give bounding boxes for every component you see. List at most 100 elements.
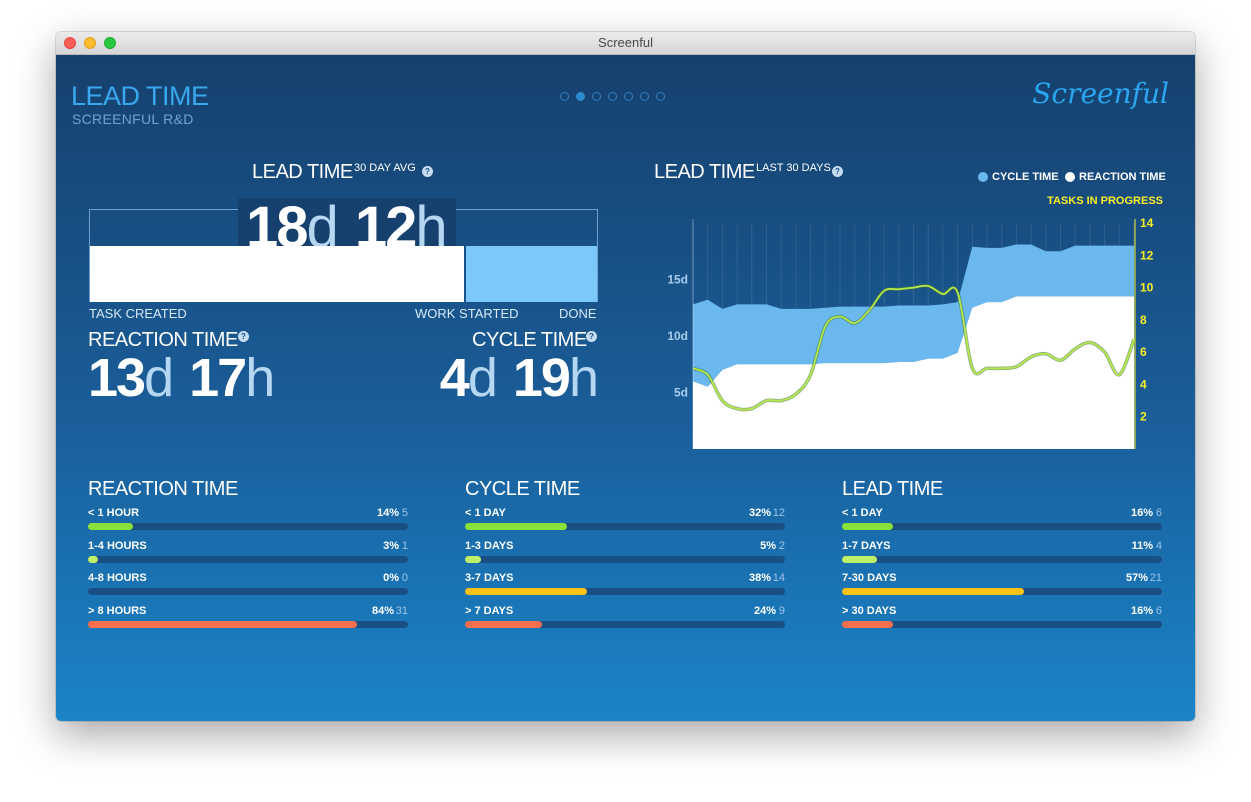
page-dot-1[interactable] xyxy=(560,92,569,101)
reaction-time-label: REACTION TIME xyxy=(88,329,238,351)
cycle-time-bar xyxy=(466,246,597,302)
distribution-title: CYCLE TIME xyxy=(465,478,580,500)
distribution-row-percent: 0% xyxy=(383,572,399,585)
y-right-tick-label: 14 xyxy=(1140,216,1154,230)
chart-help-icon[interactable]: ? xyxy=(832,166,843,177)
distribution-bar-fill xyxy=(842,588,1025,596)
cycle-time-hours: 19 xyxy=(512,348,571,408)
distribution-row-percent: 24% xyxy=(753,604,776,617)
distribution-row: < 1 HOUR 14% 5 xyxy=(88,507,408,539)
distribution-row-percent: 16% xyxy=(1130,507,1153,519)
distribution-bar-fill xyxy=(465,555,481,563)
distribution-row-percent: 5% xyxy=(760,539,776,552)
distribution-title: LEAD TIME xyxy=(842,478,943,500)
reaction-time-help-icon[interactable]: ? xyxy=(238,331,249,342)
window-title: Screenful xyxy=(598,35,653,50)
distribution-row-label: 3-7 DAYS xyxy=(465,572,514,585)
distribution-row-count: 4 xyxy=(1155,539,1162,552)
distribution-row-label: 4-8 HOURS xyxy=(88,572,147,585)
distribution-bar-fill xyxy=(465,588,587,596)
distribution-bar-track xyxy=(465,620,785,628)
distribution-bar-fill xyxy=(88,620,357,628)
y-left-tick-label: 10d xyxy=(667,329,688,343)
title-bar: Screenful xyxy=(56,32,1195,55)
distribution-bar-track xyxy=(88,620,408,628)
reaction-time-bar xyxy=(90,246,464,302)
minimize-window-button[interactable] xyxy=(84,37,96,49)
distribution-row-percent: 84% xyxy=(371,604,394,617)
distribution-row-count: 0 xyxy=(401,572,408,585)
distribution-bar-fill xyxy=(842,523,894,530)
distribution-bar-track xyxy=(842,620,1162,628)
y-right-tick-label: 12 xyxy=(1140,248,1154,262)
maximize-window-button[interactable] xyxy=(104,37,116,49)
distribution-row-percent: 38% xyxy=(748,572,771,585)
y-left-tick-label: 5d xyxy=(674,386,688,400)
page-dot-3[interactable] xyxy=(592,92,601,101)
distribution-row: < 1 DAY 32% 12 xyxy=(465,507,785,539)
lead-time-chart: 5d10d15d2468101214Apr 24May 1May 8May 15… xyxy=(667,216,1154,449)
y-right-tick-label: 8 xyxy=(1140,313,1147,327)
distribution-row-count: 31 xyxy=(395,604,408,617)
page-dot-5[interactable] xyxy=(624,92,633,101)
distribution-row-percent: 32% xyxy=(748,507,771,519)
distribution-row: 3-7 DAYS 38% 14 xyxy=(465,572,785,604)
distribution-bar-track xyxy=(465,523,785,530)
cycle-time-help-icon[interactable]: ? xyxy=(586,331,597,342)
distribution-row: 1-7 DAYS 11% 4 xyxy=(842,540,1162,572)
distribution-row-percent: 57% xyxy=(1125,572,1148,585)
page-dot-6[interactable] xyxy=(640,92,649,101)
legend-item-cycle-time: CYCLE TIME xyxy=(978,171,1059,183)
distribution-row-percent: 16% xyxy=(1130,604,1153,617)
distribution-row-count: 1 xyxy=(401,539,408,552)
distribution-row-count: 12 xyxy=(772,507,785,519)
distribution-bar-track xyxy=(465,588,785,596)
legend-swatch-reaction-time xyxy=(1065,172,1075,182)
distribution-bar-track xyxy=(842,523,1162,530)
reaction-time-area xyxy=(693,296,1134,449)
distribution-row-percent: 3% xyxy=(383,539,399,552)
distribution-row-count: 9 xyxy=(778,604,785,617)
page-dot-2[interactable] xyxy=(576,92,585,101)
distribution-bar-track xyxy=(465,555,785,563)
page-dot-7[interactable] xyxy=(656,92,665,101)
cycle-time-hour-unit: h xyxy=(568,348,599,408)
distribution-bar-track xyxy=(88,555,408,563)
tasks-in-progress-axis-label: TASKS IN PROGRESS xyxy=(1047,195,1163,207)
app-window: Screenful LEAD TIME SCREENFUL R&D Screen… xyxy=(56,32,1195,721)
distribution-row-label: > 8 HOURS xyxy=(88,604,147,617)
reaction-time-days: 13 xyxy=(88,348,146,408)
y-right-tick-label: 10 xyxy=(1140,281,1154,295)
close-window-button[interactable] xyxy=(64,37,76,49)
lead-time-label: LEAD TIME xyxy=(252,161,353,183)
lead-time-help-icon[interactable]: ? xyxy=(422,166,433,177)
chart-title: LEAD TIME xyxy=(654,161,755,183)
reaction-time-hour-unit: h xyxy=(245,348,276,408)
legend-label-reaction-time: REACTION TIME xyxy=(1079,171,1166,183)
distribution-row-count: 2 xyxy=(778,539,785,552)
page-title: LEAD TIME xyxy=(71,81,209,111)
dashboard: LEAD TIME SCREENFUL R&D Screenful LEAD T… xyxy=(56,55,1195,721)
y-right-tick-label: 2 xyxy=(1140,410,1147,424)
distribution-bar-fill xyxy=(465,523,568,530)
work-started-label: WORK STARTED xyxy=(415,306,519,321)
legend-item-reaction-time: REACTION TIME xyxy=(1065,171,1166,183)
distribution-row: < 1 DAY 16% 6 xyxy=(842,507,1162,539)
legend-label-cycle-time: CYCLE TIME xyxy=(992,171,1059,183)
distribution-bar-track xyxy=(842,555,1162,563)
distribution-row-label: 1-3 DAYS xyxy=(465,539,514,552)
cycle-time-day-unit: d xyxy=(467,348,498,408)
tasks-in-progress-line xyxy=(692,284,1135,411)
distribution-bar-fill xyxy=(842,555,878,563)
page-dot-4[interactable] xyxy=(608,92,617,101)
distribution-row: > 7 DAYS 24% 9 xyxy=(465,605,785,637)
distribution-row-label: 1-7 DAYS xyxy=(842,539,891,552)
distribution-row-label: 1-4 HOURS xyxy=(88,539,147,552)
distribution-row-label: < 1 HOUR xyxy=(88,507,140,519)
distribution-row: 7-30 DAYS 57% 21 xyxy=(842,572,1162,604)
distribution-row-label: 7-30 DAYS xyxy=(842,572,897,585)
lead-time-avg-label: 30 DAY AVG xyxy=(354,162,416,174)
chart-subtitle: LAST 30 DAYS xyxy=(756,162,831,174)
distribution-bar-track xyxy=(842,588,1162,596)
distribution-row: 1-4 HOURS 3% 1 xyxy=(88,540,408,572)
